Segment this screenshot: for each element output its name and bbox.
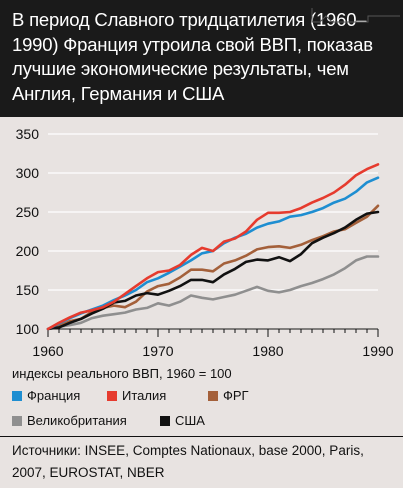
legend-swatch-italy [107, 391, 117, 401]
x-tick-label-1970: 1970 [142, 343, 173, 359]
y-tick-label-200: 200 [16, 243, 40, 259]
legend-label-usa: США [175, 413, 205, 428]
x-tick-label-1960: 1960 [32, 343, 63, 359]
legend-swatch-usa [160, 416, 170, 426]
series-line-usa [46, 210, 380, 331]
legend-item-uk: Великобритания [12, 413, 127, 428]
legend-item-usa: США [160, 413, 205, 428]
legend-swatch-france [12, 391, 22, 401]
decorative-line-graphic [311, 8, 400, 23]
chart-title: В период Славного тридцатилетия (1960–19… [12, 9, 373, 104]
index-note: индексы реального ВВП, 1960 = 100 [12, 366, 232, 381]
y-tick-label-250: 250 [16, 204, 40, 220]
legend-item-italy: Италия [107, 388, 166, 403]
y-tick-label-150: 150 [16, 282, 40, 298]
x-tick-label-1980: 1980 [252, 343, 283, 359]
gdp-index-line-chart: 100 150 200 250 300 350 1960 1970 1980 1990 [16, 126, 394, 359]
sources-divider [0, 436, 403, 437]
x-tick-label-1990: 1990 [362, 343, 393, 359]
legend-label-uk: Великобритания [27, 413, 127, 428]
legend-item-frg: ФРГ [208, 388, 249, 403]
legend-item-france: Франция [12, 388, 80, 403]
series-line-france [46, 176, 380, 331]
y-tick-label-350: 350 [16, 126, 40, 142]
legend-label-frg: ФРГ [223, 388, 249, 403]
legend-label-france: Франция [27, 388, 81, 403]
title-banner: В период Славного тридцатилетия (1960–19… [0, 0, 403, 117]
y-tick-label-300: 300 [16, 165, 40, 181]
y-tick-label-100: 100 [16, 321, 40, 337]
sources-text: Источники: INSEE, Comptes Nationaux, bas… [12, 443, 364, 480]
legend-swatch-uk [12, 416, 22, 426]
legend-label-italy: Италия [122, 388, 167, 403]
legend-swatch-frg [208, 391, 218, 401]
series-line-uk [46, 255, 380, 331]
series-line-italy [46, 163, 380, 331]
